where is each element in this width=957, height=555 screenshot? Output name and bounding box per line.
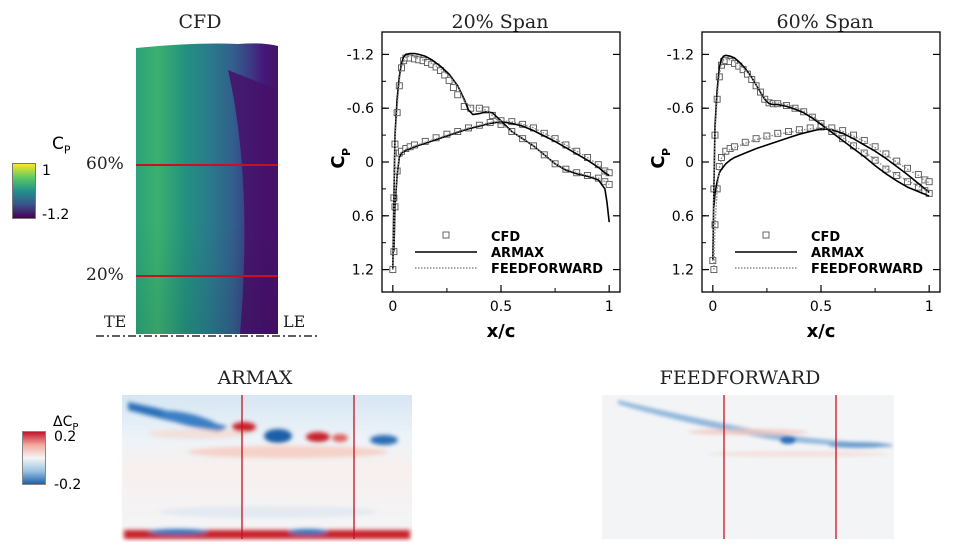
dcp-colorbar-title: ΔCP <box>53 414 79 433</box>
armax-series-upper-line <box>392 52 610 270</box>
cfd-series-point <box>914 171 922 179</box>
dcp-colorbar <box>22 431 46 485</box>
te-label: TE <box>104 312 127 331</box>
cfd-series-point <box>432 63 440 71</box>
feedforward-series-lower-line <box>393 120 610 252</box>
cp-colorbar <box>12 163 36 219</box>
cfd-series-point <box>735 62 743 70</box>
cfd-series-point <box>436 67 444 75</box>
cfd-series-point <box>806 124 814 132</box>
cfd-series-point <box>893 171 901 179</box>
x-tick-label: 1 <box>925 299 934 315</box>
y-tick-label: -1.2 <box>667 47 694 63</box>
y-tick-label: -0.6 <box>667 101 694 117</box>
feedforward-series-lower-line <box>713 127 930 270</box>
cfd-series-point <box>925 178 933 186</box>
cfd-series-point <box>519 120 527 128</box>
cfd-series-point <box>871 143 879 151</box>
y-axis-label-sub: P <box>340 148 353 156</box>
cp-chart-20-span: -1.2 -0.6 0 0.6 1.2 0 0.5 1 x/c CP CFDARMAXFEEDFOR… <box>328 31 621 342</box>
legend-label-armax: ARMAX <box>491 246 544 261</box>
chart-20-title: 20% Span <box>451 11 549 33</box>
cp-chart-60-span: -1.2 -0.6 0 0.6 1.2 0 0.5 1 x/c CP CFDARMAXFEEDFOR… <box>648 31 941 342</box>
cfd-series-point <box>925 189 933 197</box>
legend-label-armax: ARMAX <box>811 246 864 261</box>
feedforward-surface <box>602 395 894 539</box>
armax-panel-title: ARMAX <box>217 367 293 389</box>
armax-series-upper-line <box>712 54 930 261</box>
y-tick-label: -0.6 <box>347 101 374 117</box>
armax-error-contour <box>122 395 412 539</box>
legend-marker-cfd <box>762 231 770 239</box>
x-axis-label: x/c <box>807 321 836 342</box>
y-tick-label: 1.2 <box>672 263 694 279</box>
cfd-series-point <box>904 164 911 172</box>
x-tick-label: 0.5 <box>810 299 832 315</box>
span-label-60: 60% <box>86 154 124 174</box>
feedforward-series-upper-line <box>392 55 610 270</box>
armax-series-lower-line <box>713 127 930 207</box>
x-axis-label: x/c <box>487 321 516 342</box>
cfd-series-point <box>785 128 792 135</box>
cfd-series-point <box>752 135 760 143</box>
x-tick-label: 0 <box>708 299 717 315</box>
y-tick-label: 0 <box>685 155 694 171</box>
cp-colorbar-min: -1.2 <box>42 207 70 223</box>
cfd-series-point <box>774 100 782 108</box>
cfd-series-point <box>860 137 868 144</box>
feedforward-error-contour <box>602 395 894 539</box>
armax-series-lower-line <box>393 120 610 252</box>
dcp-colorbar-min: -0.2 <box>54 477 82 493</box>
cp-colorbar-title: CP <box>52 134 71 157</box>
span-label-20: 20% <box>86 265 124 285</box>
le-label: LE <box>283 312 306 331</box>
cfd-series-point <box>871 156 879 164</box>
y-tick-label: 0.6 <box>672 209 694 225</box>
legend-label-cfd: CFD <box>811 230 840 245</box>
cfd-series-point <box>893 157 901 165</box>
x-tick-label: 0 <box>388 299 397 315</box>
cfd-series-point <box>882 150 890 158</box>
y-tick-label: 0.6 <box>352 209 374 225</box>
x-tick-label: 1 <box>605 299 614 315</box>
legend-marker-cfd <box>442 231 450 239</box>
legend-label-feedforward: FEEDFORWARD <box>811 262 923 277</box>
cfd-series-point <box>482 106 490 114</box>
cfd-series-point <box>449 84 457 92</box>
y-axis-label: C <box>648 155 669 168</box>
feedforward-panel-title: FEEDFORWARD <box>659 367 821 389</box>
cfd-series-point <box>445 76 453 84</box>
legend-label-feedforward: FEEDFORWARD <box>491 262 603 277</box>
dcp-colorbar-max: 0.2 <box>54 429 77 445</box>
cfd-series-point <box>904 178 911 186</box>
y-tick-label: -1.2 <box>347 47 374 63</box>
y-axis-label: C <box>328 155 349 168</box>
y-axis-label-sub: P <box>660 148 673 156</box>
cfd-shading <box>136 48 278 334</box>
cp-colorbar-max: 1 <box>42 163 51 179</box>
cfd-series-point <box>882 165 890 173</box>
feedforward-series-upper-line <box>712 58 930 261</box>
y-tick-label: 0 <box>365 155 374 171</box>
cfd-series-point <box>711 221 719 229</box>
armax-error-blobs <box>124 402 410 539</box>
cfd-series-point <box>741 138 749 146</box>
cfd-contour-plot <box>96 43 318 337</box>
x-tick-label: 0.5 <box>490 299 512 315</box>
y-tick-label: 1.2 <box>352 263 374 279</box>
feedforward-error-blobs <box>618 400 892 457</box>
legend-label-cfd: CFD <box>491 230 520 245</box>
chart-60-title: 60% Span <box>776 11 874 33</box>
cfd-panel-title: CFD <box>178 11 222 33</box>
